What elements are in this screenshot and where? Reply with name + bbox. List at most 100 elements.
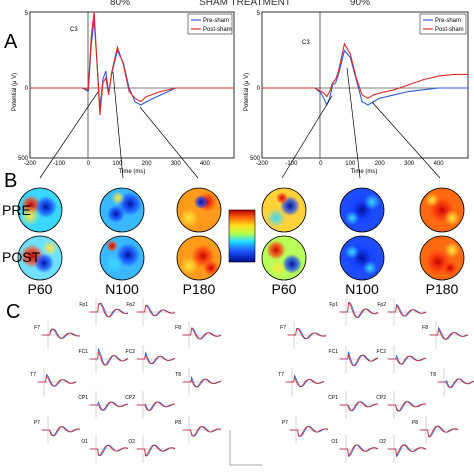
trace-post [42, 328, 81, 339]
y-tick: 500 [18, 156, 29, 162]
x-tick: 200 [142, 161, 153, 167]
x-tick: -100 [285, 161, 298, 167]
trace-post [340, 444, 379, 457]
electrode-cp2: CP2 [376, 391, 427, 419]
trace-post [90, 351, 129, 366]
plot-frame [29, 11, 235, 159]
trace-pre [90, 444, 129, 457]
topo-head [99, 187, 145, 233]
legend: Pre-sham Post-sham [419, 13, 467, 35]
component-label: P180 [183, 281, 216, 297]
component-label: N100 [345, 281, 379, 297]
trace-post [42, 426, 81, 437]
electrode-label: FC1 [329, 349, 339, 355]
electrode-label: CP1 [328, 395, 338, 401]
electrode-o1: O1 [81, 435, 129, 463]
trace-post [388, 355, 426, 365]
trace-pre [420, 425, 459, 438]
trace-post [388, 401, 427, 412]
electrode-label: F7 [280, 325, 286, 331]
trace-pre [137, 401, 176, 412]
electrode-label: CP1 [78, 395, 88, 401]
series-line-post [262, 42, 468, 99]
trace-post [430, 327, 469, 340]
topo-head [419, 235, 465, 281]
x-tick: -200 [24, 161, 37, 167]
trace-post [340, 354, 379, 367]
topo-head [339, 187, 385, 233]
electrode-label: P8 [175, 420, 181, 426]
header-left: 80% [110, 0, 130, 8]
electrode-fp2: Fp2 [126, 298, 176, 326]
electrode-label: O2 [128, 439, 135, 445]
electrode-f8: F8 [175, 321, 222, 349]
legend-pre: Pre-sham [435, 18, 461, 24]
x-tick: -100 [53, 161, 66, 167]
electrode-label: F7 [34, 325, 40, 331]
trace-pre [90, 347, 129, 366]
topo-head [17, 235, 63, 281]
trace-post [388, 444, 427, 457]
trace-pre [38, 373, 77, 387]
trace-post [183, 426, 222, 437]
topo-head [339, 235, 385, 281]
y-tick: 0 [25, 86, 29, 92]
electrode-o2: O2 [128, 435, 176, 463]
electrode-label: Fp1 [79, 302, 88, 308]
topo-head [261, 235, 307, 281]
trace-post [90, 444, 129, 456]
electrode-fp1: Fp1 [329, 298, 379, 326]
plot-frame [261, 11, 469, 159]
channel-label: C3 [70, 27, 78, 33]
electrode-t8: T8 [430, 368, 474, 396]
x-ticks: -200 -100 0 100 200 300 400 [24, 161, 211, 167]
panel-label-a: A [4, 31, 18, 53]
header-center: SHAM TREATMENT [199, 0, 291, 8]
x-tick: 0 [319, 161, 323, 167]
electrode-label: T7 [30, 372, 36, 378]
trace-post [388, 304, 427, 317]
trace-post [90, 401, 128, 411]
row-label-post: POST [2, 249, 41, 265]
y-tick: 500 [250, 156, 261, 162]
panel-label-b: B [4, 170, 17, 192]
electrode-p7: P7 [282, 416, 329, 444]
y-tick: 5 [25, 11, 29, 17]
trace-post [290, 425, 329, 437]
electrode-t7: T7 [30, 368, 77, 396]
trace-pre [340, 401, 378, 412]
x-tick: 400 [200, 161, 211, 167]
x-tick: 100 [112, 161, 123, 167]
x-tick: 300 [171, 161, 182, 167]
trace-post [137, 401, 176, 411]
electrode-cp1: CP1 [78, 391, 129, 419]
electrode-label: FC2 [377, 349, 387, 355]
electrode-fp1: Fp1 [79, 298, 129, 326]
trace-pre [290, 425, 329, 437]
electrode-label: O1 [331, 439, 338, 445]
electrode-label: CP2 [125, 395, 135, 401]
x-tick: 0 [87, 161, 91, 167]
trace-post [288, 328, 327, 340]
trace-pre [42, 328, 81, 339]
trace-post [286, 376, 325, 388]
trace-post [438, 378, 474, 388]
electrode-p8: P8 [412, 416, 459, 444]
electrode-label: P8 [412, 420, 418, 426]
electrode-cp1: CP1 [328, 391, 379, 419]
electrode-o2: O2 [379, 435, 427, 463]
electrode-label: Fp1 [329, 302, 338, 308]
topo-head [419, 187, 465, 233]
legend-post: Post-sham [203, 27, 232, 33]
x-tick: 100 [345, 161, 356, 167]
trace-pre [388, 401, 427, 412]
header-right: 90% [350, 0, 370, 8]
topo-head [176, 187, 222, 233]
x-axis-label: Time (ms) [119, 169, 146, 175]
component-label: P180 [426, 281, 459, 297]
x-ticks: -200 -100 0 100 200 300 400 [256, 161, 444, 167]
electrode-f8: F8 [422, 321, 469, 349]
topo-head [99, 235, 145, 281]
electrode-fc1: FC1 [329, 345, 379, 373]
